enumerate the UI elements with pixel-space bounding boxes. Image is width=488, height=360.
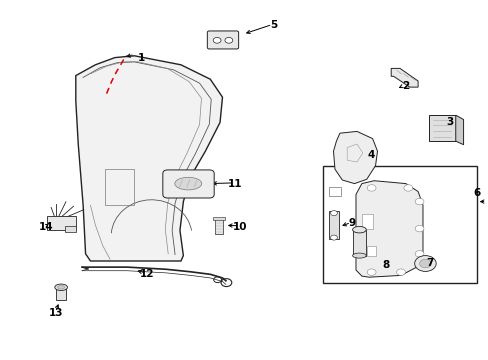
Bar	[213, 217, 224, 220]
Circle shape	[330, 235, 337, 240]
Text: 6: 6	[472, 188, 479, 198]
Ellipse shape	[352, 226, 366, 233]
Bar	[322, 166, 476, 283]
Ellipse shape	[352, 253, 366, 258]
Text: 4: 4	[367, 150, 375, 160]
Polygon shape	[333, 131, 377, 184]
Text: 5: 5	[270, 20, 277, 30]
Bar	[214, 218, 223, 234]
Text: 2: 2	[402, 81, 408, 91]
Circle shape	[330, 211, 337, 216]
FancyBboxPatch shape	[163, 170, 214, 198]
Text: 3: 3	[446, 117, 452, 127]
Text: 14: 14	[39, 222, 54, 232]
Text: 8: 8	[382, 260, 389, 270]
Bar	[65, 226, 76, 232]
Ellipse shape	[58, 285, 64, 289]
Circle shape	[213, 37, 221, 43]
Circle shape	[414, 251, 423, 257]
Bar	[352, 230, 366, 256]
Bar	[361, 214, 372, 229]
Ellipse shape	[55, 284, 67, 291]
Text: 13: 13	[49, 308, 63, 318]
Polygon shape	[355, 181, 422, 277]
Bar	[56, 288, 66, 300]
Circle shape	[403, 185, 412, 191]
Text: 11: 11	[227, 179, 242, 189]
FancyBboxPatch shape	[207, 31, 238, 49]
Text: 1: 1	[138, 53, 145, 63]
Bar	[428, 115, 455, 141]
Circle shape	[224, 37, 232, 43]
Polygon shape	[455, 115, 463, 145]
Bar	[328, 187, 341, 196]
Text: 9: 9	[348, 218, 355, 228]
Bar	[47, 216, 76, 230]
Circle shape	[414, 225, 423, 232]
Bar	[328, 211, 339, 239]
Polygon shape	[76, 56, 222, 261]
Ellipse shape	[175, 177, 201, 190]
Text: 7: 7	[426, 258, 433, 268]
Text: 12: 12	[139, 269, 154, 279]
Polygon shape	[390, 68, 417, 87]
Circle shape	[414, 256, 435, 271]
Circle shape	[414, 198, 423, 205]
Circle shape	[366, 269, 375, 275]
Circle shape	[366, 185, 375, 191]
Bar	[366, 246, 375, 256]
Text: 10: 10	[232, 222, 246, 232]
Circle shape	[396, 269, 405, 275]
Bar	[105, 169, 134, 205]
Circle shape	[419, 259, 430, 268]
